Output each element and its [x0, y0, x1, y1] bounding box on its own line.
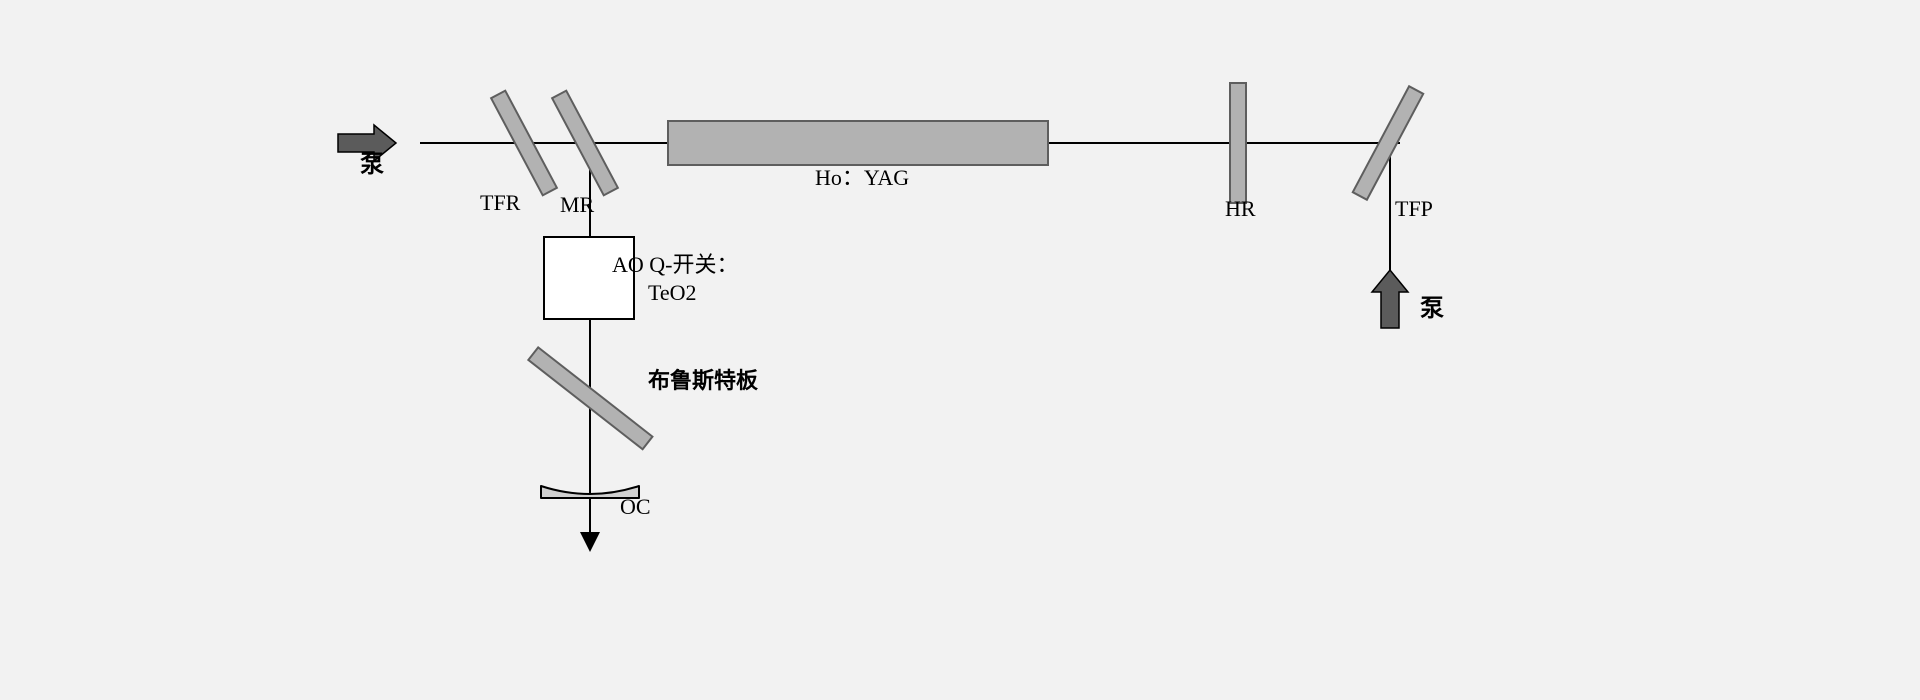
ho-yag-label: Ho：YAG: [815, 165, 909, 190]
ao-q-switch-box: [544, 237, 634, 319]
pump-left-label: 泵: [360, 152, 384, 178]
tfp-label: TFP: [1395, 196, 1433, 221]
tfr-label: TFR: [480, 190, 521, 215]
hr-plate: [1230, 83, 1246, 203]
pump-right-label: 泵: [1420, 296, 1444, 322]
brewster-label: 布鲁斯特板: [648, 368, 759, 393]
mr-label: MR: [560, 192, 595, 217]
yag-rod: [668, 121, 1048, 165]
background: [0, 0, 1920, 700]
ao-q-label: AO Q-开关：: [612, 252, 739, 277]
hr-label: HR: [1225, 196, 1256, 221]
teo2-label: TeO2: [648, 280, 697, 305]
oc-label: OC: [620, 494, 651, 519]
